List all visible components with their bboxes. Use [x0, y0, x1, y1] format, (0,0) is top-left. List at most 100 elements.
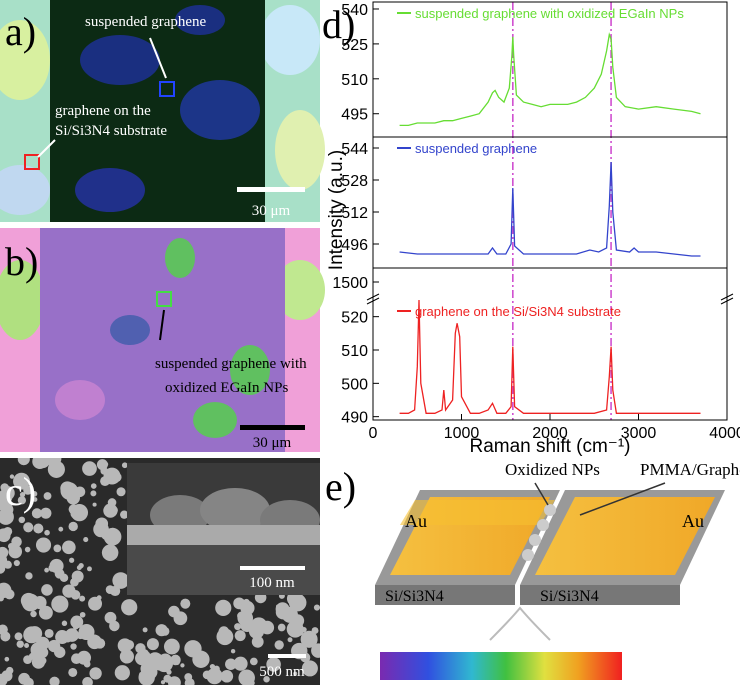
annotation: Si/Si3N4 substrate — [55, 123, 167, 139]
particle — [74, 486, 86, 498]
particle — [18, 672, 31, 685]
particle — [33, 523, 44, 534]
particle — [49, 558, 64, 574]
particle — [39, 657, 47, 665]
legend-label: suspended graphene — [415, 141, 537, 156]
diagram-label: Au — [682, 511, 704, 531]
x-tick-label: 2000 — [532, 425, 568, 442]
particle — [64, 636, 71, 643]
particle — [105, 585, 115, 595]
particle — [0, 546, 9, 559]
particle — [82, 461, 97, 476]
particle — [32, 497, 38, 502]
particle — [311, 643, 320, 658]
particle — [184, 640, 202, 658]
particle — [311, 627, 319, 635]
device-diagram — [375, 482, 725, 680]
particle — [294, 626, 304, 637]
particle — [0, 631, 11, 642]
particle — [54, 646, 66, 658]
y-tick-label: 1500 — [332, 275, 368, 292]
scale-bar-label: 500 nm — [259, 664, 305, 680]
x-tick-label: 0 — [369, 425, 378, 442]
particle — [89, 667, 102, 680]
particle — [62, 584, 76, 598]
particle — [40, 507, 52, 519]
particle — [65, 487, 77, 499]
particle — [119, 649, 134, 664]
particle — [0, 582, 12, 598]
particle — [49, 676, 60, 685]
particle — [103, 503, 118, 518]
annotation: suspended graphene with — [155, 356, 307, 372]
x-tick-label: 4000 — [709, 425, 740, 442]
particle — [38, 605, 53, 620]
particle — [18, 516, 26, 524]
particle — [61, 620, 68, 626]
particle — [27, 626, 43, 641]
scale-bar-label: 100 nm — [249, 575, 295, 591]
particle — [180, 598, 191, 609]
particle — [4, 502, 13, 511]
particle — [71, 570, 84, 583]
particle — [17, 496, 27, 505]
particle — [87, 566, 92, 572]
particle — [0, 489, 13, 505]
particle — [146, 652, 164, 671]
y-tick-label: 495 — [341, 107, 368, 124]
particle — [234, 630, 246, 642]
particle — [36, 636, 50, 651]
y-tick-label: 544 — [341, 141, 368, 158]
particle — [184, 678, 195, 685]
particle — [313, 604, 320, 611]
particle — [263, 675, 270, 683]
particle — [28, 652, 36, 660]
y-tick-label: 500 — [341, 376, 368, 393]
particle — [53, 544, 62, 553]
particle — [37, 646, 49, 658]
particle — [32, 458, 48, 469]
particle — [13, 472, 30, 490]
panel-label: c) — [5, 469, 36, 514]
particle — [249, 657, 258, 666]
y-tick-label: 510 — [341, 343, 368, 360]
particle — [83, 537, 89, 543]
particle — [90, 483, 97, 489]
particle — [237, 610, 254, 626]
particle — [310, 663, 317, 669]
x-tick-label: 1000 — [444, 425, 480, 442]
annotation: oxidized EGaIn NPs — [165, 380, 288, 396]
particle — [0, 673, 8, 685]
particle — [30, 610, 37, 618]
particle — [121, 599, 138, 616]
y-tick-label: 540 — [341, 2, 368, 19]
particle — [288, 593, 307, 612]
particle — [43, 492, 52, 500]
particle — [92, 502, 97, 507]
particle — [168, 605, 180, 618]
y-axis-title: Intensity (a.u.) — [326, 150, 347, 270]
particle — [51, 595, 69, 613]
particle — [160, 626, 170, 636]
particle — [234, 623, 242, 631]
particle — [107, 498, 117, 507]
particle — [79, 595, 86, 602]
particle — [114, 665, 130, 681]
particle — [124, 639, 135, 650]
y-tick-label: 510 — [341, 72, 368, 89]
particle — [70, 615, 84, 629]
particle — [4, 656, 10, 662]
particle — [266, 657, 281, 672]
particle — [250, 617, 268, 635]
particle — [9, 474, 15, 479]
diagram-label: Oxidized NPs — [505, 460, 600, 479]
particle — [79, 611, 86, 618]
particle — [44, 628, 54, 638]
plot-frame — [372, 1, 728, 421]
y-tick-label: 520 — [341, 310, 368, 327]
particle — [24, 643, 30, 648]
particle — [70, 643, 77, 650]
particle — [23, 522, 34, 533]
particle — [31, 491, 38, 497]
